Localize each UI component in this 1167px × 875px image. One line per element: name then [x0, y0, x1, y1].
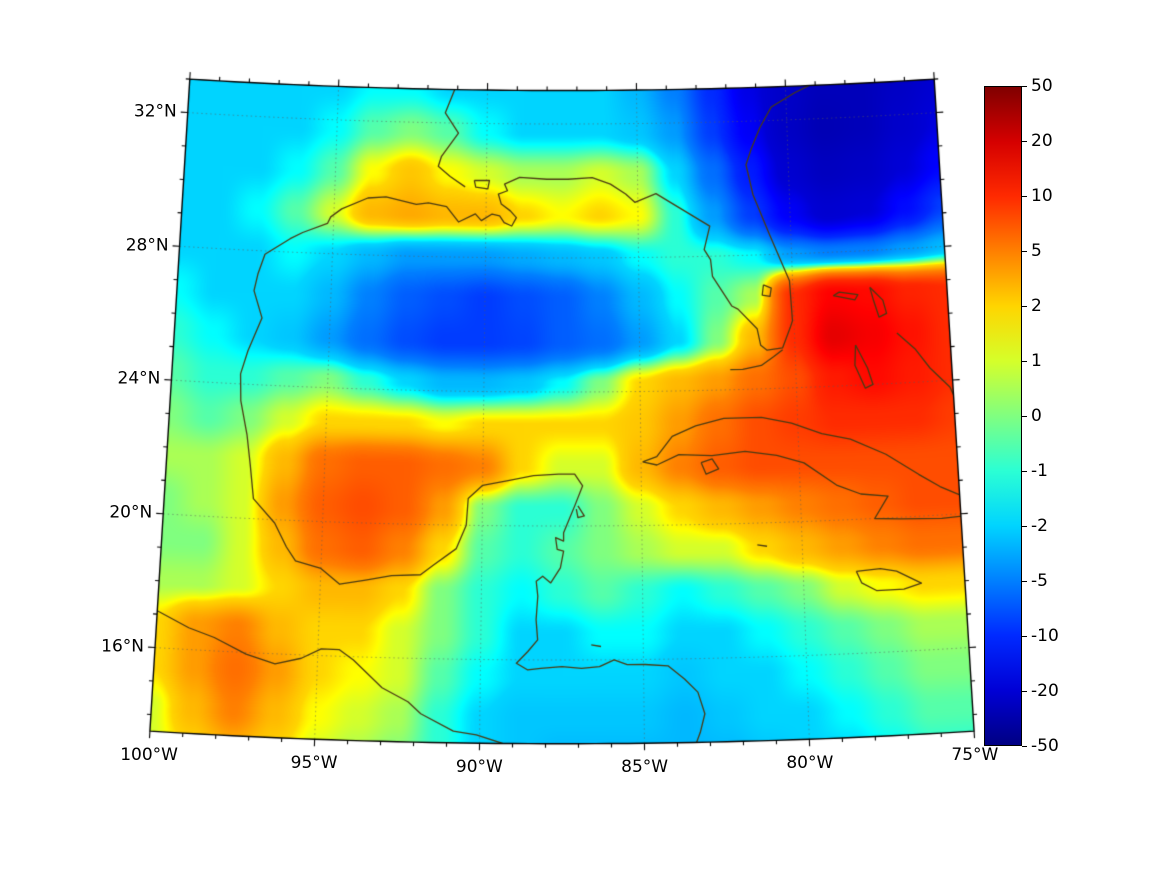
colorbar-tick-label: 1: [1031, 351, 1042, 371]
x-tick-label: 95°W: [290, 753, 338, 774]
colorbar-tick-label: -50: [1031, 736, 1059, 756]
colorbar-tick-mark: [1022, 636, 1027, 637]
colorbar-tick-mark: [1022, 196, 1027, 197]
colorbar-tick-mark: [1022, 86, 1027, 87]
colorbar-tick-mark: [1022, 251, 1027, 252]
y-tick-label: 32°N: [133, 101, 177, 122]
colorbar-tick-label: 20: [1031, 131, 1053, 151]
x-tick-label: 80°W: [786, 753, 834, 774]
colorbar-tick-label: 5: [1031, 241, 1042, 261]
colorbar-tick-label: -1: [1031, 461, 1048, 481]
y-tick-label: 24°N: [117, 368, 161, 389]
colorbar-tick-label: 50: [1031, 76, 1053, 96]
x-tick-label: 90°W: [455, 757, 503, 778]
colorbar-tick-label: 0: [1031, 406, 1042, 426]
colorbar-tick-label: -2: [1031, 516, 1048, 536]
colorbar-tick-mark: [1022, 691, 1027, 692]
colorbar-tick-label: -10: [1031, 626, 1059, 646]
colorbar-tick-mark: [1022, 416, 1027, 417]
colorbar-tick-mark: [1022, 526, 1027, 527]
x-tick-label: 85°W: [621, 757, 669, 778]
colorbar-tick-label: -5: [1031, 571, 1048, 591]
colorbar-tick-label: 2: [1031, 296, 1042, 316]
colorbar-tick-label: -20: [1031, 681, 1059, 701]
y-tick-label: 28°N: [125, 235, 169, 256]
x-tick-label: 75°W: [951, 745, 999, 766]
colorbar-tick-mark: [1022, 361, 1027, 362]
colorbar-tick-mark: [1022, 581, 1027, 582]
colorbar-tick-mark: [1022, 141, 1027, 142]
colorbar-tick-mark: [1022, 471, 1027, 472]
x-tick-label: 100°W: [120, 745, 178, 766]
colorbar-tick-mark: [1022, 306, 1027, 307]
colorbar: [984, 86, 1022, 746]
colorbar-tick-label: 10: [1031, 186, 1053, 206]
y-tick-label: 16°N: [101, 636, 145, 657]
colorbar-tick-mark: [1022, 746, 1027, 747]
y-tick-label: 20°N: [109, 502, 153, 523]
colorbar-gradient: [984, 86, 1022, 746]
